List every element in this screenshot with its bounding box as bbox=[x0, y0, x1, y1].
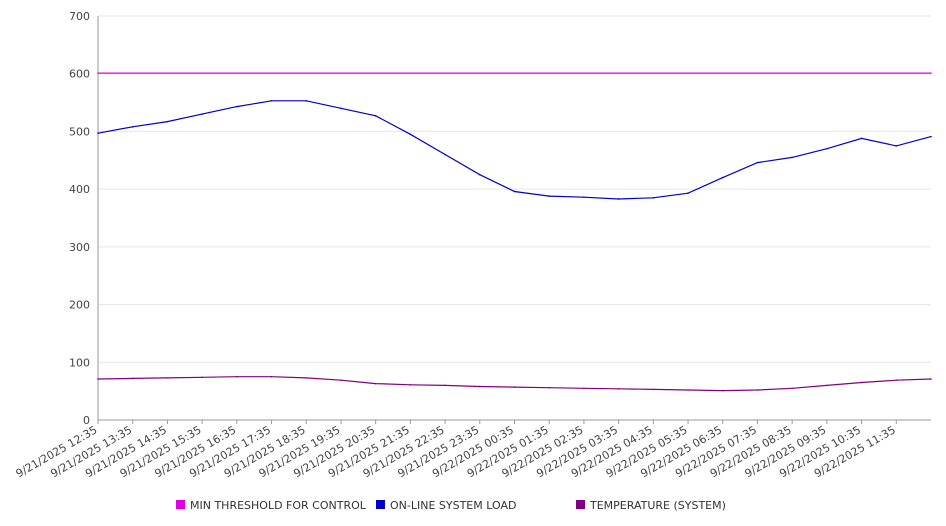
data-point bbox=[930, 135, 932, 138]
data-point bbox=[583, 387, 585, 390]
y-tick-label: 700 bbox=[69, 10, 90, 23]
legend-swatch bbox=[376, 500, 385, 509]
data-point bbox=[860, 381, 863, 384]
data-point bbox=[236, 105, 238, 108]
data-point bbox=[270, 100, 273, 102]
data-point bbox=[930, 378, 932, 380]
data-point bbox=[444, 384, 446, 387]
data-point bbox=[305, 377, 308, 379]
y-tick-label: 100 bbox=[69, 356, 90, 369]
data-point bbox=[652, 197, 655, 199]
legend-swatch bbox=[176, 500, 185, 509]
data-point bbox=[166, 120, 169, 123]
y-tick-label: 300 bbox=[69, 241, 90, 254]
data-point bbox=[791, 387, 793, 390]
data-point bbox=[721, 176, 724, 179]
data-point bbox=[340, 107, 342, 110]
data-point bbox=[513, 190, 516, 193]
legend-label: ON-LINE SYSTEM LOAD bbox=[390, 499, 516, 512]
data-point bbox=[721, 389, 724, 392]
data-point bbox=[305, 100, 308, 102]
data-point bbox=[756, 389, 759, 391]
y-tick-label: 600 bbox=[69, 68, 90, 81]
data-point bbox=[791, 156, 793, 159]
data-point bbox=[97, 378, 99, 380]
data-point bbox=[374, 382, 377, 385]
data-point bbox=[340, 379, 342, 381]
data-point bbox=[409, 383, 412, 386]
data-point bbox=[548, 195, 551, 197]
data-point bbox=[374, 115, 377, 117]
data-point bbox=[201, 113, 203, 115]
y-tick-label: 0 bbox=[83, 414, 90, 427]
data-point bbox=[826, 384, 828, 387]
x-axis: 9/21/2025 12:359/21/2025 13:359/21/2025 … bbox=[14, 420, 898, 480]
series-line bbox=[97, 376, 932, 392]
plot-area bbox=[97, 72, 932, 392]
y-axis: 0 100 200 300 400 500 600 700 bbox=[69, 10, 99, 427]
legend: MIN THRESHOLD FOR CONTROL ON-LINE SYSTEM … bbox=[176, 499, 726, 512]
data-point bbox=[617, 198, 620, 200]
data-point bbox=[478, 173, 481, 176]
legend-label: TEMPERATURE (SYSTEM) bbox=[589, 499, 726, 512]
legend-label: MIN THRESHOLD FOR CONTROL bbox=[190, 499, 367, 512]
legend-swatch bbox=[576, 500, 585, 509]
data-point bbox=[687, 192, 689, 194]
data-point bbox=[583, 196, 585, 199]
data-point bbox=[478, 385, 481, 388]
data-point bbox=[687, 389, 689, 391]
data-point bbox=[131, 126, 134, 128]
data-point bbox=[409, 133, 412, 136]
data-point bbox=[444, 153, 446, 156]
data-point bbox=[97, 132, 99, 134]
data-point bbox=[166, 377, 169, 379]
data-point bbox=[652, 388, 655, 391]
data-point bbox=[97, 72, 99, 74]
data-point bbox=[756, 161, 759, 164]
data-point bbox=[201, 376, 203, 379]
data-point bbox=[548, 386, 551, 389]
data-point bbox=[895, 379, 898, 381]
data-point bbox=[617, 388, 620, 390]
data-point bbox=[236, 375, 238, 378]
data-point bbox=[270, 375, 273, 378]
data-point bbox=[131, 377, 134, 380]
series-line bbox=[97, 100, 932, 200]
y-tick-label: 200 bbox=[69, 299, 90, 312]
data-point bbox=[513, 386, 516, 388]
y-tick-label: 500 bbox=[69, 125, 90, 138]
gridlines bbox=[98, 15, 931, 421]
data-point bbox=[860, 137, 863, 140]
data-point bbox=[930, 72, 932, 74]
y-tick-label: 400 bbox=[69, 183, 90, 196]
data-point bbox=[826, 147, 828, 150]
data-point bbox=[895, 145, 898, 147]
